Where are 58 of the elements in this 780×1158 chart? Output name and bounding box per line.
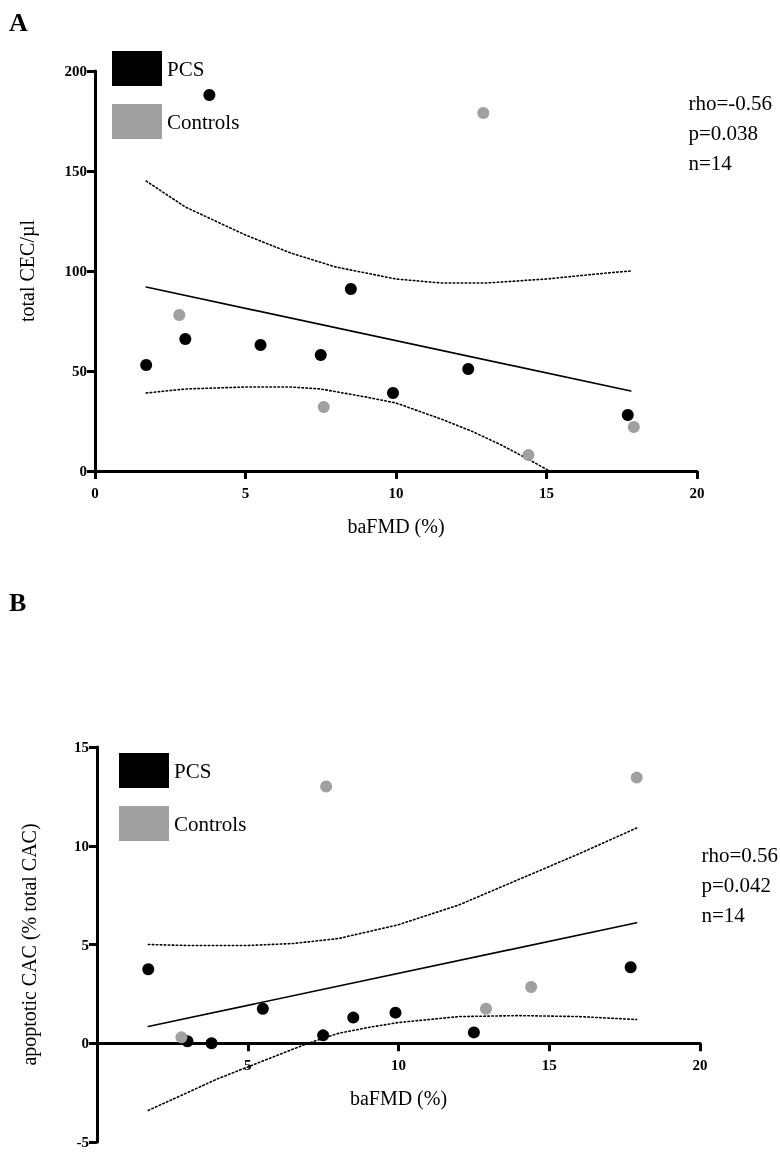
y-axis-title: total CEC/µl xyxy=(16,219,39,323)
y-tick-label: 150 xyxy=(64,163,87,179)
point xyxy=(314,349,327,361)
x-tick-label: 15 xyxy=(541,1056,557,1073)
y-tick-label: 50 xyxy=(72,363,87,379)
x-axis-title: baFMD (%) xyxy=(349,1087,448,1111)
y-tick-label: 100 xyxy=(64,263,87,279)
point xyxy=(344,283,357,295)
point xyxy=(627,421,640,433)
point xyxy=(320,780,333,793)
point xyxy=(462,363,475,375)
point xyxy=(205,1037,218,1050)
y-tick-label: 10 xyxy=(74,837,89,854)
point xyxy=(254,339,267,351)
y-tick-label: 0 xyxy=(81,1035,89,1052)
x-axis-title: baFMD (%) xyxy=(347,515,445,538)
point xyxy=(173,309,186,321)
text: rho=0.56 p=0.042 n=14 xyxy=(701,843,779,927)
chart-title: A xyxy=(9,7,28,37)
point xyxy=(317,1029,330,1042)
line-series xyxy=(145,180,632,284)
y-tick-label: 5 xyxy=(81,936,89,953)
x-tick-label: 20 xyxy=(692,1056,708,1073)
point xyxy=(389,1006,402,1019)
point xyxy=(387,387,399,399)
point xyxy=(525,980,538,993)
legend-label: PCS xyxy=(174,758,212,783)
y-tick-label: -5 xyxy=(76,1134,89,1150)
point xyxy=(317,401,330,413)
y-tick-label: 200 xyxy=(64,63,87,79)
point xyxy=(256,1002,269,1015)
x-tick-label: 5 xyxy=(244,1056,252,1073)
point xyxy=(347,1011,360,1024)
point xyxy=(477,107,490,119)
chart-title: B xyxy=(9,587,27,617)
y-axis-title: apoptotic CAC (% total CAC) xyxy=(18,823,41,1066)
point xyxy=(203,89,216,101)
legend-label: Controls xyxy=(167,109,240,134)
point xyxy=(522,449,535,461)
x-tick-label: 20 xyxy=(689,484,705,501)
legend-label: PCS xyxy=(167,56,205,81)
x-tick-label: 10 xyxy=(391,1056,406,1073)
point xyxy=(140,359,153,371)
point xyxy=(630,771,643,784)
y-tick-label: 0 xyxy=(79,463,87,479)
y-tick-label: 15 xyxy=(74,739,89,755)
annotation: rho=-0.56 p=0.038 n=14 xyxy=(688,91,773,175)
point xyxy=(142,963,155,976)
point xyxy=(179,333,192,345)
x-tick-label: 5 xyxy=(241,484,250,501)
point xyxy=(624,961,637,974)
point xyxy=(175,1031,188,1044)
x-tick-label: 15 xyxy=(539,484,554,501)
point xyxy=(467,1026,480,1039)
point xyxy=(621,409,634,421)
point xyxy=(479,1002,492,1015)
legend-label: Controls xyxy=(174,811,247,836)
x-tick-label: 10 xyxy=(388,484,404,501)
